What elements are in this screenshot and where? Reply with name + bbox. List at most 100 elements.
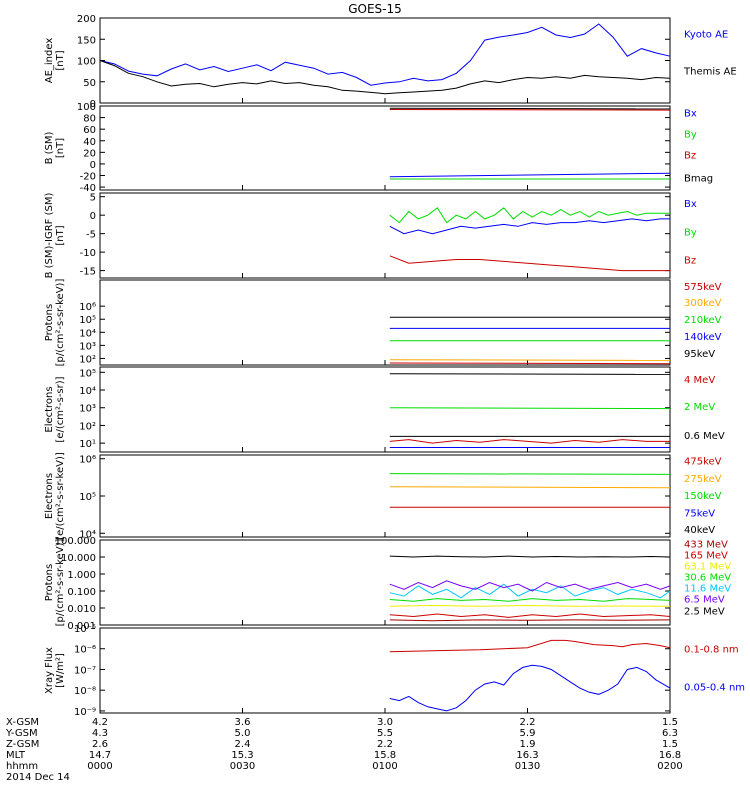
ephemeris-row-label: MLT bbox=[6, 750, 26, 761]
y-tick-label: 100 bbox=[77, 57, 96, 68]
ephemeris-value: 6.3 bbox=[662, 728, 678, 739]
ephemeris-value: 14.7 bbox=[89, 750, 111, 761]
y-axis-label: Protons bbox=[44, 304, 55, 341]
legend-label: 0.6 MeV bbox=[684, 431, 725, 442]
y-axis-label: [p/(cm²-s-sr-keV)] bbox=[55, 539, 66, 627]
legend-label: 30.6 MeV bbox=[684, 573, 731, 584]
y-tick-label: 0 bbox=[90, 211, 96, 222]
series-line-4-575kev bbox=[389, 362, 671, 365]
ephemeris-value: 15.3 bbox=[231, 750, 253, 761]
legend-label: 300keV bbox=[684, 298, 722, 309]
y-tick-label: 10³ bbox=[79, 341, 96, 352]
series-line-1-themis-ae bbox=[99, 60, 671, 95]
title: GOES-15 bbox=[348, 2, 402, 16]
y-tick-label: -10 bbox=[80, 248, 96, 259]
series-line-5-2-mev bbox=[389, 407, 671, 410]
series-line-6-150kev bbox=[389, 473, 671, 475]
y-axis-label: [e/(cm²-s-sr-keV)] bbox=[55, 452, 66, 540]
y-tick-label: 0 bbox=[90, 160, 96, 171]
y-tick-label: 10² bbox=[79, 354, 96, 365]
legend-label: 210keV bbox=[684, 315, 722, 326]
ephemeris-value: 2.2 bbox=[520, 717, 536, 728]
series-line-1-kyoto-ae bbox=[99, 23, 671, 86]
y-tick-label: 10¹ bbox=[79, 439, 96, 450]
y-tick-label: 0.010 bbox=[67, 604, 96, 615]
y-tick-label: 0 bbox=[90, 99, 96, 110]
legend-label: Bz bbox=[684, 255, 696, 266]
legend-label: 6.5 MeV bbox=[684, 595, 725, 606]
legend-label: By bbox=[684, 130, 697, 141]
y-tick-label: 10⁻⁷ bbox=[74, 665, 96, 676]
ephemeris-value: 2.4 bbox=[235, 739, 251, 750]
legend-label: Bx bbox=[684, 199, 697, 210]
y-tick-label: 1.000 bbox=[67, 570, 96, 581]
y-tick-label: 20 bbox=[83, 148, 96, 159]
y-tick-label: 10⁵ bbox=[79, 368, 96, 379]
legend-label: 75keV bbox=[684, 508, 715, 519]
legend-label: 2 MeV bbox=[684, 402, 715, 413]
series-line-7-433-mev bbox=[389, 619, 671, 622]
y-axis-label: [nT] bbox=[55, 138, 66, 158]
y-tick-label: -5 bbox=[86, 230, 96, 241]
ephemeris-value: 3.6 bbox=[235, 717, 251, 728]
ephemeris-value: 5.5 bbox=[377, 728, 393, 739]
y-tick-label: 10⁻⁸ bbox=[74, 686, 96, 697]
y-tick-label: 100 bbox=[77, 102, 96, 113]
legend-label: 275keV bbox=[684, 474, 722, 485]
y-tick-label: 10⁴ bbox=[79, 529, 96, 540]
legend-label: 0.05-0.4 nm bbox=[684, 683, 745, 694]
y-tick-label: 10⁻⁶ bbox=[74, 645, 96, 656]
y-tick-label: 40 bbox=[83, 137, 96, 148]
y-tick-label: 10² bbox=[79, 421, 96, 432]
legend-label: 2.5 MeV bbox=[684, 607, 725, 618]
panel-frame-4 bbox=[99, 279, 671, 366]
y-tick-label: 5 bbox=[90, 193, 96, 204]
series-line-4-300kev bbox=[389, 359, 671, 361]
ephemeris-value: 0130 bbox=[515, 761, 540, 772]
series-line-7-11-6-mev bbox=[389, 583, 671, 599]
legend-label: 575keV bbox=[684, 282, 722, 293]
legend-label: 475keV bbox=[684, 457, 722, 468]
y-tick-label: 0.100 bbox=[67, 587, 96, 598]
y-tick-label: 10⁶ bbox=[79, 455, 96, 466]
ephemeris-value: 1.5 bbox=[662, 739, 678, 750]
ephemeris-row-label: Y-GSM bbox=[5, 728, 38, 739]
series-line-5-0-6-mev bbox=[389, 373, 671, 375]
ephemeris-value: 16.8 bbox=[659, 750, 681, 761]
y-tick-label: 10⁴ bbox=[79, 328, 96, 339]
y-axis-label: [nT] bbox=[55, 225, 66, 245]
y-tick-label: 10⁻⁹ bbox=[74, 707, 96, 718]
legend-label: 11.6 MeV bbox=[684, 584, 731, 595]
ephemeris-value: 0030 bbox=[230, 761, 255, 772]
y-tick-label: 100.000 bbox=[55, 536, 96, 547]
series-line-6-275kev bbox=[389, 486, 671, 489]
series-line-7-2-5-mev bbox=[389, 555, 671, 558]
ephemeris-value: 0000 bbox=[87, 761, 112, 772]
y-axis-label: AE_index bbox=[44, 38, 55, 84]
y-tick-label: 150 bbox=[77, 35, 96, 46]
legend-label: 165 MeV bbox=[684, 550, 728, 561]
panel-frame-7 bbox=[99, 539, 671, 626]
y-tick-label: 10⁴ bbox=[79, 386, 96, 397]
series-line-7-30-6-mev bbox=[389, 598, 671, 602]
ephemeris-row-label: hhmm bbox=[6, 761, 38, 772]
panel-frame-2 bbox=[99, 105, 671, 191]
panel-frame-6 bbox=[99, 454, 671, 538]
y-axis-label: [p/(cm²-s-sr-keV)] bbox=[55, 279, 66, 367]
panel-frame-8 bbox=[99, 627, 671, 714]
ephemeris-row-label: 2014 Dec 14 bbox=[6, 772, 70, 783]
panel-frame-1 bbox=[99, 17, 671, 104]
ephemeris-value: 4.2 bbox=[92, 717, 108, 728]
ephemeris-value: 2.2 bbox=[377, 739, 393, 750]
y-tick-label: 10⁵ bbox=[79, 315, 96, 326]
y-tick-label: 0.001 bbox=[67, 621, 96, 632]
ephemeris-value: 16.3 bbox=[516, 750, 538, 761]
y-tick-label: 80 bbox=[83, 114, 96, 125]
y-tick-label: 10.000 bbox=[61, 553, 96, 564]
y-tick-label: -15 bbox=[80, 267, 96, 278]
y-tick-label: 60 bbox=[83, 125, 96, 136]
legend-label: 150keV bbox=[684, 491, 722, 502]
legend-label: 63.1 MeV bbox=[684, 562, 731, 573]
ephemeris-value: 1.5 bbox=[662, 717, 678, 728]
y-tick-label: 10³ bbox=[79, 404, 96, 415]
